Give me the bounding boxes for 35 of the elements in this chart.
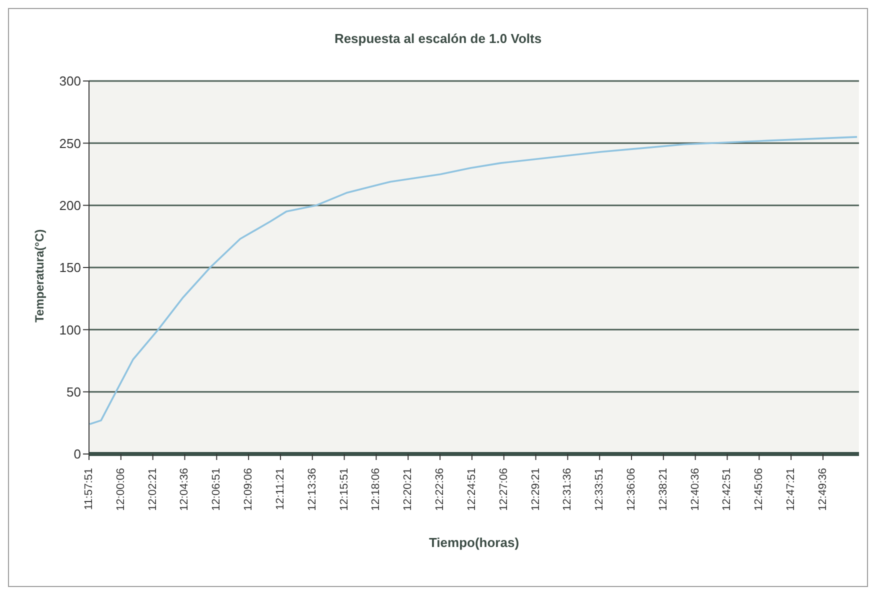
x-tick-label: 12:04:36 xyxy=(178,468,191,511)
y-tick-label: 250 xyxy=(59,136,81,151)
y-tick-label: 100 xyxy=(59,322,81,338)
x-tick-label: 12:18:06 xyxy=(370,468,382,511)
y-tick-label: 50 xyxy=(66,384,81,400)
x-axis-title: Tiempo(horas) xyxy=(428,535,520,550)
x-tick-label: 12:42:51 xyxy=(721,468,734,511)
y-tick-label: 200 xyxy=(59,198,81,213)
x-tick-label: 11:57:51 xyxy=(83,468,95,510)
y-tick-label: 0 xyxy=(74,446,81,462)
x-tick-label: 12:20:21 xyxy=(402,468,414,511)
x-tick-label: 12:49:36 xyxy=(816,468,829,511)
x-tick-label: 12:31:36 xyxy=(562,468,574,511)
x-tick-label: 12:06:51 xyxy=(210,468,223,511)
x-tick-label: 12:40:36 xyxy=(689,468,702,511)
x-tick-label: 12:24:51 xyxy=(466,468,478,511)
chart-title: Respuesta al escalón de 1.0 Volts xyxy=(333,31,543,46)
x-tick-label: 12:02:21 xyxy=(146,468,159,511)
x-tick-label: 12:36:06 xyxy=(626,468,638,511)
x-tick-label: 12:22:36 xyxy=(434,468,446,511)
x-tick-label: 12:09:06 xyxy=(242,468,255,511)
x-tick-label: 12:47:21 xyxy=(785,468,798,511)
x-tick-label: 12:29:21 xyxy=(530,468,542,511)
x-tick-label: 12:27:06 xyxy=(498,468,510,511)
y-tick-label: 300 xyxy=(59,74,81,89)
x-tick-label: 12:13:36 xyxy=(306,468,318,511)
y-axis-title: Temperatura(°C) xyxy=(32,229,46,322)
y-tick-label: 150 xyxy=(59,260,81,276)
x-tick-label: 12:38:21 xyxy=(657,468,670,511)
x-tick-label: 12:00:06 xyxy=(114,468,127,511)
x-tick-label: 12:33:51 xyxy=(594,468,606,511)
line-series xyxy=(89,136,858,426)
x-tick-label: 12:45:06 xyxy=(753,468,766,511)
x-tick-label: 12:15:51 xyxy=(338,468,350,511)
x-tick-label: 12:11:21 xyxy=(274,468,286,510)
